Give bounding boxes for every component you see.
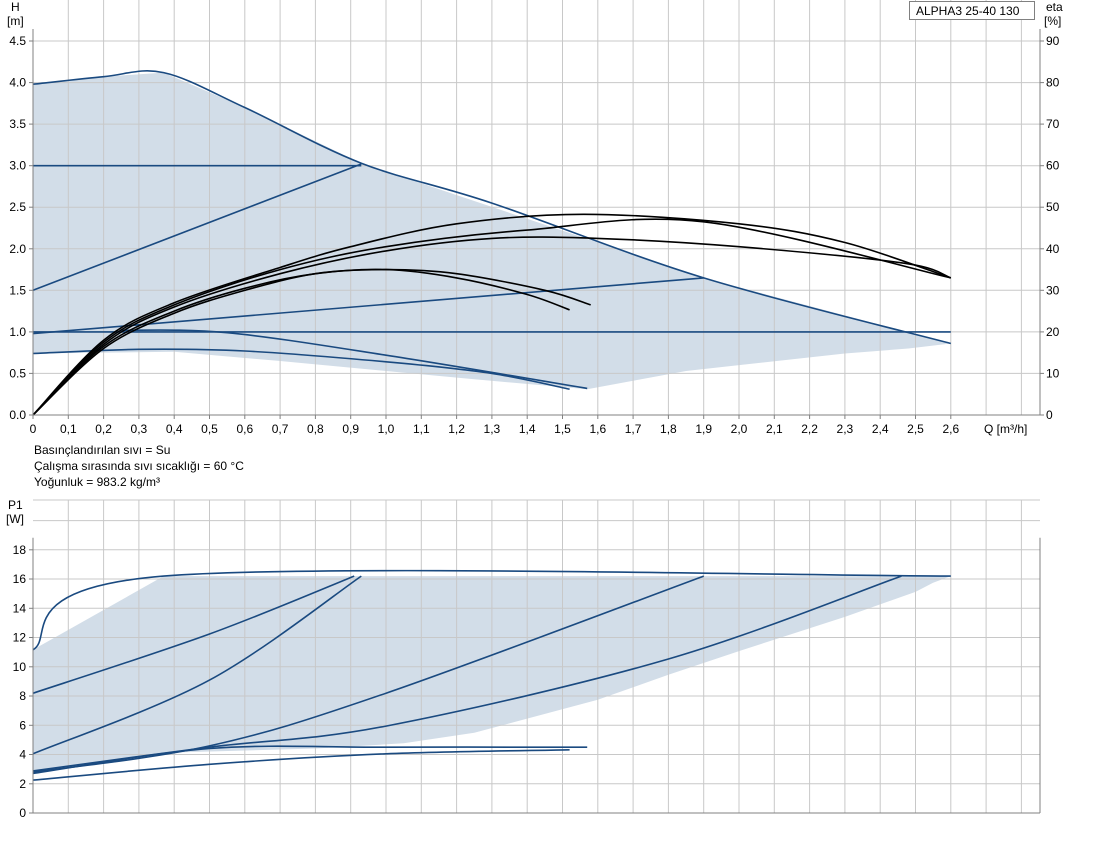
head_efficiency-x-tick-label: 0,1 — [60, 422, 77, 436]
head_efficiency-x-tick-label: 0,6 — [236, 422, 253, 436]
head_efficiency-y-tick-label: 1.0 — [9, 325, 26, 339]
head_efficiency-y2-tick-label: 20 — [1046, 325, 1060, 339]
head_efficiency-x-tick-label: 1,5 — [554, 422, 571, 436]
head_efficiency-curve-3 — [32, 163, 362, 292]
head_efficiency-y2-axis-label: eta — [1046, 0, 1063, 14]
head_efficiency-y-tick-label: 0.5 — [9, 366, 26, 380]
head_efficiency-y-tick-label: 1.5 — [9, 283, 26, 297]
head_efficiency-curve-1 — [32, 70, 952, 345]
head_efficiency-x-tick-label: 0,2 — [95, 422, 112, 436]
power-y-tick-label: 12 — [13, 631, 27, 645]
head_efficiency-y2-tick-label: 40 — [1046, 242, 1060, 256]
head_efficiency-y2-axis-unit: [%] — [1044, 14, 1061, 28]
power-y-tick-label: 18 — [13, 543, 27, 557]
power-curve-3 — [32, 575, 362, 755]
power-y-tick-label: 14 — [13, 601, 27, 615]
head_efficiency-y2-tick-label: 30 — [1046, 283, 1060, 297]
head_efficiency-y-tick-label: 3.5 — [9, 117, 26, 131]
head_efficiency-x-tick-label: 2,3 — [837, 422, 854, 436]
head_efficiency-x-tick-label: 2,4 — [872, 422, 889, 436]
head_efficiency-y-tick-label: 2.5 — [9, 200, 26, 214]
head_efficiency-x-tick-label: 1,6 — [589, 422, 606, 436]
head_efficiency-curve-7 — [32, 348, 570, 390]
head_efficiency-x-tick-label: 0,7 — [272, 422, 289, 436]
power-curve-6 — [32, 745, 588, 775]
fluid-info-line-3: Yoğunluk = 983.2 kg/m³ — [34, 475, 160, 489]
head_efficiency-efficiency-curve-9 — [32, 218, 951, 416]
head_efficiency-x-tick-label: 2,6 — [942, 422, 959, 436]
head_efficiency-y2-tick-label: 60 — [1046, 159, 1060, 173]
head_efficiency-y2-tick-label: 80 — [1046, 76, 1060, 90]
head_efficiency-x-tick-label: 1,0 — [378, 422, 395, 436]
head_efficiency-x-tick-label: 0,4 — [166, 422, 183, 436]
power-curve-4 — [32, 575, 704, 773]
head_efficiency-y-axis-unit: [m] — [7, 14, 24, 28]
head_efficiency-x-tick-label: 2,5 — [907, 422, 924, 436]
head_efficiency-x-tick-label: 1,4 — [519, 422, 536, 436]
head_efficiency-x-tick-label: 0 — [30, 422, 37, 436]
head_efficiency-y-axis-label: H — [11, 0, 20, 14]
head_efficiency-x-tick-label: 2,2 — [801, 422, 818, 436]
head_efficiency-curve-5 — [32, 277, 704, 335]
head_efficiency-y2-tick-label: 10 — [1046, 366, 1060, 380]
head_efficiency-y-tick-label: 3.0 — [9, 159, 26, 173]
head_efficiency-y2-tick-label: 50 — [1046, 200, 1060, 214]
head_efficiency-x-tick-label: 1,1 — [413, 422, 430, 436]
head_efficiency-y2-tick-label: 70 — [1046, 117, 1060, 131]
power-y-axis-label: P1 — [8, 498, 23, 512]
head_efficiency-x-tick-label: 1,9 — [695, 422, 712, 436]
head_efficiency-y-tick-label: 4.0 — [9, 76, 26, 90]
head_efficiency-y2-tick-label: 90 — [1046, 34, 1060, 48]
head_efficiency-x-tick-label: 1,8 — [660, 422, 677, 436]
power-curve-1 — [32, 569, 951, 651]
head_efficiency-x-tick-label: 2,1 — [766, 422, 783, 436]
power-y-tick-label: 16 — [13, 572, 27, 586]
head_efficiency-y-tick-label: 0.0 — [9, 408, 26, 422]
fluid-info-line-1: Basınçlandırılan sıvı = Su — [34, 443, 171, 457]
power-y-axis-unit: [W] — [6, 512, 24, 526]
head_efficiency-efficiency-curve-8 — [32, 213, 952, 416]
head_efficiency-x-tick-label: 1,2 — [448, 422, 465, 436]
power-y-tick-label: 8 — [19, 689, 26, 703]
head_efficiency-y2-tick-label: 0 — [1046, 408, 1053, 422]
head_efficiency-curve-6 — [121, 329, 588, 390]
head_efficiency-x-tick-label: 1,7 — [625, 422, 642, 436]
head_efficiency-y-tick-label: 2.0 — [9, 242, 26, 256]
head_efficiency-x-tick-label: 0,9 — [342, 422, 359, 436]
head_efficiency-x-tick-label: 0,8 — [307, 422, 324, 436]
power-y-tick-label: 10 — [13, 660, 27, 674]
head_efficiency-x-tick-label: 0,3 — [131, 422, 148, 436]
power-y-tick-label: 6 — [19, 718, 26, 732]
power-curve-7 — [32, 749, 570, 781]
fluid-info-line-2: Çalışma sırasında sıvı sıcaklığı = 60 °C — [34, 459, 244, 473]
head_efficiency-x-tick-label: 1,3 — [484, 422, 501, 436]
power-y-tick-label: 2 — [19, 777, 26, 791]
head_efficiency-y-tick-label: 4.5 — [9, 34, 26, 48]
power-curve-2 — [32, 575, 355, 694]
model-label: ALPHA3 25-40 130 — [916, 4, 1020, 18]
head_efficiency-x-axis-label: Q [m³/h] — [984, 422, 1027, 436]
power-y-tick-label: 0 — [19, 806, 26, 820]
head_efficiency-x-tick-label: 2,0 — [731, 422, 748, 436]
power-y-tick-label: 4 — [19, 748, 26, 762]
head_efficiency-efficiency-curve-12 — [32, 268, 591, 416]
model-label-box: ALPHA3 25-40 130 — [909, 1, 1035, 20]
head_efficiency-efficiency-curve-10 — [32, 236, 952, 416]
head_efficiency-x-tick-label: 0,5 — [201, 422, 218, 436]
